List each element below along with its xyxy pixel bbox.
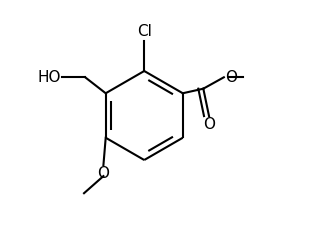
Text: O: O [98, 166, 110, 181]
Text: HO: HO [38, 70, 61, 85]
Text: O: O [225, 70, 237, 85]
Text: Cl: Cl [137, 24, 152, 39]
Text: O: O [203, 117, 215, 132]
